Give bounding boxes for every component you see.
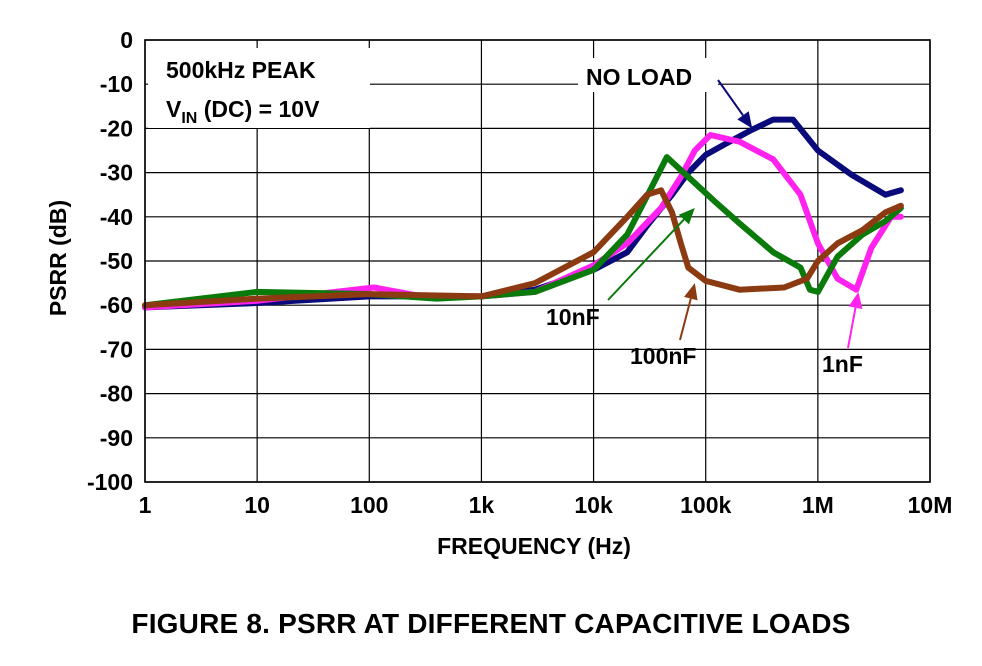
- y-tick-label: -20: [100, 115, 133, 141]
- conditions-box: [148, 48, 370, 128]
- x-tick-label: 100: [350, 492, 388, 518]
- plot-border: [144, 39, 931, 483]
- y-tick-label: -100: [87, 469, 133, 495]
- arrow-line-10nf: [607, 218, 685, 301]
- x-tick-label: 1k: [469, 492, 495, 518]
- arrow-head-100nf: [684, 283, 698, 301]
- no-load-label-bg: [578, 58, 718, 92]
- x-tick-labels: 1 10 100 1k 10k 100k 1M 10M: [139, 492, 953, 518]
- figure-caption: FIGURE 8. PSRR AT DIFFERENT CAPACITIVE L…: [131, 608, 851, 639]
- x-tick-label: 10: [244, 492, 270, 518]
- arrow-line-no-load: [717, 79, 744, 116]
- psrr-chart: 1 10 100 1k 10k 100k 1M 10M 0 -10 -20 -30 -40 -50 -60…: [45, 27, 953, 559]
- x-tick-label: 1: [139, 492, 152, 518]
- y-tick-label: -10: [100, 71, 133, 97]
- y-tick-label: -70: [100, 336, 133, 362]
- conditions-line-2: VIN (DC) = 10V: [166, 96, 320, 127]
- y-tick-labels: 0 -10 -20 -30 -40 -50 -60 -70 -80 -90 -100: [87, 27, 133, 495]
- annotation-arrows: [607, 79, 863, 349]
- x-tick-label: 10k: [574, 492, 613, 518]
- conditions-line-1: 500kHz PEAK: [166, 57, 316, 83]
- x-tick-label: 1M: [802, 492, 834, 518]
- arrow-head-no-load: [737, 111, 753, 129]
- series-line-1nf: [142, 132, 904, 311]
- series-layer: [142, 116, 904, 311]
- series-line-no-load: [142, 116, 904, 311]
- arrow-line-100nf: [679, 298, 692, 341]
- plot-frame: [144, 39, 931, 483]
- y-tick-label: -30: [100, 160, 133, 186]
- y-tick-label: -60: [100, 292, 133, 318]
- x-axis-label: FREQUENCY (Hz): [437, 533, 631, 559]
- x-tick-label: 100k: [680, 492, 731, 518]
- no-load-label: NO LOAD: [586, 64, 692, 90]
- 100nf-label: 100nF: [630, 343, 696, 369]
- y-tick-label: -80: [100, 381, 133, 407]
- arrow-head-10nf: [678, 207, 695, 225]
- y-tick-label: -40: [100, 204, 133, 230]
- series-line-100nf: [142, 187, 904, 309]
- y-tick-label: -90: [100, 425, 133, 451]
- arrow-head-1nf: [848, 291, 863, 309]
- 10nf-label: 10nF: [546, 304, 600, 330]
- y-tick-label: -50: [100, 248, 133, 274]
- 1nf-label: 1nF: [822, 351, 863, 377]
- y-axis-label: PSRR (dB): [45, 200, 71, 316]
- x-tick-label: 10M: [908, 492, 953, 518]
- arrow-line-1nf: [847, 307, 857, 349]
- y-tick-label: 0: [120, 27, 133, 53]
